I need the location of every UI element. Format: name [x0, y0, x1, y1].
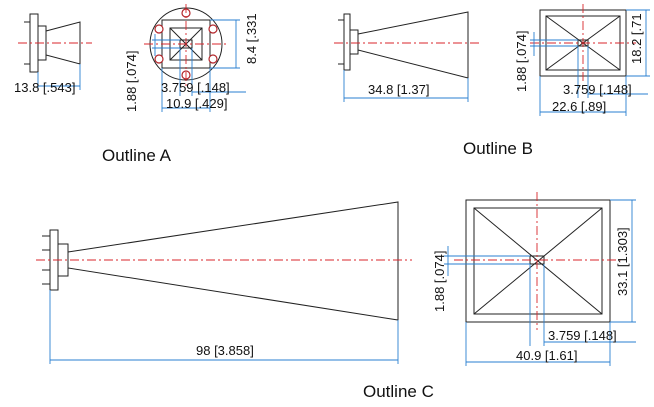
- outline-c-height-dim: 1.88 [.074]: [432, 251, 447, 312]
- outline-b-aperture-height-dim: 18.2 [.71: [629, 13, 644, 64]
- outline-b-side-view: [334, 11, 482, 102]
- outline-a-height-dim: 1.88 [.074]: [124, 51, 139, 112]
- outline-a-caption: Outline A: [102, 146, 172, 165]
- outline-b-length-dim: 34.8 [1.37]: [368, 82, 429, 97]
- outline-a-side-dim: 8.4 [.331: [244, 13, 259, 64]
- outline-c-aperture-width-dim: 40.9 [1.61]: [516, 348, 577, 363]
- outline-a-side-view: [18, 13, 92, 90]
- outline-c-width-dim: 3.759 [.148]: [548, 328, 617, 343]
- outline-c-side-view: [36, 201, 412, 364]
- outline-b-aperture-width-dim: 22.6 [.89]: [552, 99, 606, 114]
- outline-b-width-dim: 3.759 [.148]: [563, 82, 632, 97]
- outline-c-aperture-height-dim: 33.1 [1.303]: [615, 227, 630, 296]
- outline-a-flange-dim: 10.9 [.429]: [166, 96, 227, 111]
- outline-a-length-dim: 13.8 [.543]: [14, 80, 75, 95]
- outline-b-front-view: [530, 4, 650, 116]
- outline-c-length-dim: 98 [3.858]: [196, 343, 254, 358]
- outline-b-height-dim: 1.88 [.074]: [514, 31, 529, 92]
- outline-c-front-view: [444, 192, 636, 366]
- outline-b-caption: Outline B: [463, 139, 533, 158]
- outline-c-caption: Outline C: [363, 382, 434, 401]
- outline-a-width-dim: 3.759 [.148]: [161, 80, 230, 95]
- outline-a-front-view: [144, 4, 246, 112]
